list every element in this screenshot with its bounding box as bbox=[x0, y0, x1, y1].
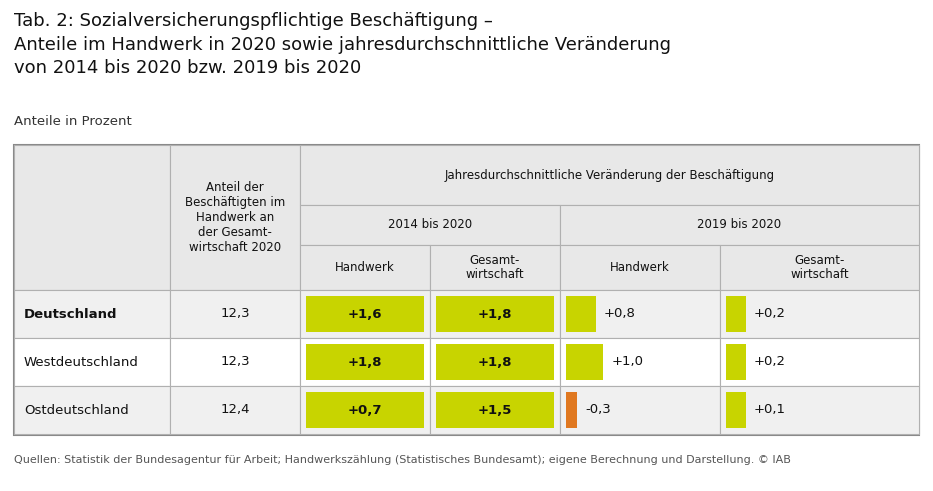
Bar bbox=[566, 296, 596, 332]
Text: Gesamt-
wirtschaft: Gesamt- wirtschaft bbox=[790, 253, 849, 281]
Bar bbox=[560, 338, 720, 386]
Text: Anteile in Prozent: Anteile in Prozent bbox=[14, 115, 132, 128]
Text: +0,8: +0,8 bbox=[604, 307, 635, 321]
Bar bbox=[720, 290, 919, 338]
Text: 2019 bis 2020: 2019 bis 2020 bbox=[698, 218, 782, 231]
Text: Jahresdurchschnittliche Veränderung der Beschäftigung: Jahresdurchschnittliche Veränderung der … bbox=[444, 168, 774, 182]
Bar bbox=[430, 386, 560, 434]
Text: +1,5: +1,5 bbox=[478, 404, 512, 416]
Bar bbox=[560, 290, 720, 338]
Text: Ostdeutschland: Ostdeutschland bbox=[24, 404, 129, 416]
Bar bbox=[560, 205, 919, 245]
Bar bbox=[430, 338, 560, 386]
Bar bbox=[300, 245, 430, 290]
Bar bbox=[170, 386, 300, 434]
Text: 12,3: 12,3 bbox=[220, 307, 250, 321]
Bar bbox=[560, 245, 720, 290]
Bar bbox=[720, 338, 919, 386]
Text: Handwerk: Handwerk bbox=[610, 261, 670, 274]
Bar bbox=[306, 296, 424, 332]
Text: Deutschland: Deutschland bbox=[24, 307, 118, 321]
Bar bbox=[430, 245, 560, 290]
Text: 12,4: 12,4 bbox=[220, 404, 250, 416]
Bar bbox=[726, 344, 745, 380]
Bar bbox=[14, 145, 170, 290]
Bar bbox=[170, 145, 300, 290]
Bar bbox=[566, 344, 604, 380]
Bar bbox=[726, 296, 745, 332]
Text: -0,3: -0,3 bbox=[585, 404, 611, 416]
Text: +1,8: +1,8 bbox=[348, 355, 383, 369]
Bar bbox=[436, 296, 554, 332]
Bar bbox=[170, 290, 300, 338]
Text: +1,6: +1,6 bbox=[348, 307, 383, 321]
Text: +1,0: +1,0 bbox=[611, 355, 644, 369]
Text: +1,8: +1,8 bbox=[478, 307, 512, 321]
Bar bbox=[726, 392, 745, 428]
Bar bbox=[300, 338, 430, 386]
Bar bbox=[436, 344, 554, 380]
Bar bbox=[300, 145, 919, 205]
Text: +0,7: +0,7 bbox=[348, 404, 383, 416]
Bar bbox=[300, 386, 430, 434]
Text: Quellen: Statistik der Bundesagentur für Arbeit; Handwerkszählung (Statistisches: Quellen: Statistik der Bundesagentur für… bbox=[14, 455, 791, 465]
Bar bbox=[170, 338, 300, 386]
Text: Tab. 2: Sozialversicherungspflichtige Beschäftigung –
Anteile im Handwerk in 202: Tab. 2: Sozialversicherungspflichtige Be… bbox=[14, 12, 671, 77]
Text: +1,8: +1,8 bbox=[478, 355, 512, 369]
Bar bbox=[566, 392, 578, 428]
Bar bbox=[720, 386, 919, 434]
Text: 2014 bis 2020: 2014 bis 2020 bbox=[388, 218, 472, 231]
Bar bbox=[430, 290, 560, 338]
Text: Westdeutschland: Westdeutschland bbox=[24, 355, 139, 369]
Bar bbox=[14, 386, 170, 434]
Text: Anteil der
Beschäftigten im
Handwerk an
der Gesamt-
wirtschaft 2020: Anteil der Beschäftigten im Handwerk an … bbox=[185, 181, 285, 254]
Bar bbox=[300, 205, 560, 245]
Text: Handwerk: Handwerk bbox=[335, 261, 395, 274]
Text: +0,2: +0,2 bbox=[754, 355, 786, 369]
Bar bbox=[436, 392, 554, 428]
Text: Gesamt-
wirtschaft: Gesamt- wirtschaft bbox=[466, 253, 524, 281]
Bar bbox=[306, 344, 424, 380]
Text: 12,3: 12,3 bbox=[220, 355, 250, 369]
Text: +0,1: +0,1 bbox=[754, 404, 786, 416]
Bar bbox=[560, 386, 720, 434]
Text: +0,2: +0,2 bbox=[754, 307, 786, 321]
Bar bbox=[306, 392, 424, 428]
Bar bbox=[14, 338, 170, 386]
Bar bbox=[300, 290, 430, 338]
Bar bbox=[14, 290, 170, 338]
Bar bbox=[720, 245, 919, 290]
Bar bbox=[14, 145, 919, 435]
